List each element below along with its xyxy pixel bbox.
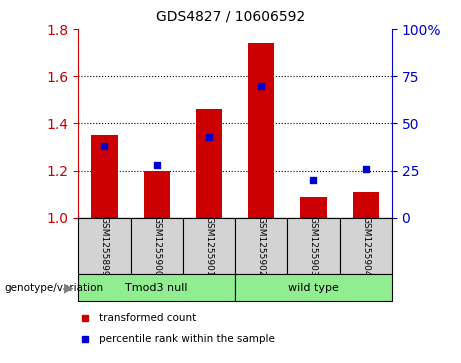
Bar [144,171,170,218]
Text: transformed count: transformed count [99,313,196,323]
Bar [183,218,235,274]
Bar [287,218,340,274]
Bar [340,218,392,274]
Text: GSM1255904: GSM1255904 [361,216,370,276]
Text: GSM1255902: GSM1255902 [257,216,266,276]
Text: GSM1255903: GSM1255903 [309,216,318,276]
Text: ▶: ▶ [64,281,74,294]
Bar [353,192,379,218]
Text: Tmod3 null: Tmod3 null [125,283,188,293]
Text: percentile rank within the sample: percentile rank within the sample [99,334,275,344]
Bar [91,135,118,218]
Text: genotype/variation: genotype/variation [5,283,104,293]
Text: GSM1255899: GSM1255899 [100,216,109,276]
Bar [248,43,274,218]
Bar [130,218,183,274]
Text: GSM1255901: GSM1255901 [205,216,213,276]
Bar [78,218,130,274]
Bar [301,196,326,218]
Bar [196,109,222,218]
Bar [235,218,287,274]
Bar [78,274,235,301]
Text: GDS4827 / 10606592: GDS4827 / 10606592 [156,9,305,23]
Text: GSM1255900: GSM1255900 [152,216,161,276]
Text: wild type: wild type [288,283,339,293]
Bar [235,274,392,301]
